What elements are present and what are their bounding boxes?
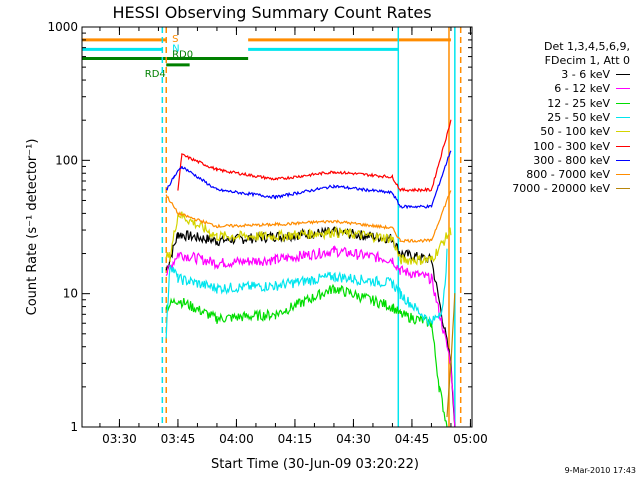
flag-label: S bbox=[172, 34, 178, 45]
series-lines bbox=[165, 119, 456, 428]
y-tick-label: 1000 bbox=[47, 20, 78, 34]
legend-header-line-2: FDecim 1, Att 0 bbox=[544, 54, 630, 67]
legend-label: 300 - 800 keV bbox=[533, 153, 610, 167]
x-tick-label: 05:00 bbox=[453, 432, 488, 446]
legend-label: 3 - 6 keV bbox=[561, 68, 610, 81]
x-tick-label: 03:30 bbox=[102, 432, 137, 446]
x-axis-label: Start Time (30-Jun-09 03:20:22) bbox=[211, 457, 419, 472]
x-tick-label: 03:45 bbox=[161, 432, 196, 446]
vertical-markers bbox=[161, 27, 462, 427]
legend-swatch bbox=[616, 102, 630, 104]
y-tick-label: 1 bbox=[70, 420, 78, 434]
legend-swatch bbox=[616, 88, 630, 90]
legend-label: 7000 - 20000 keV bbox=[512, 182, 610, 196]
x-tick-label: 04:30 bbox=[336, 432, 371, 446]
legend-entry: 300 - 800 keV bbox=[533, 154, 630, 167]
legend-entry: 800 - 7000 keV bbox=[526, 168, 630, 181]
x-tick-label: 04:00 bbox=[219, 432, 254, 446]
legend-swatch bbox=[616, 74, 630, 75]
legend-swatch bbox=[616, 174, 630, 176]
legend-entry: 50 - 100 keV bbox=[540, 125, 630, 138]
y-axis: 1 10 100 1000 bbox=[47, 20, 472, 434]
legend-header-line-1: Det 1,3,4,5,6,9, bbox=[543, 40, 630, 53]
legend-entry: 100 - 300 keV bbox=[533, 140, 630, 153]
y-tick-label: 100 bbox=[55, 153, 78, 167]
legend-entry: 6 - 12 keV bbox=[554, 82, 630, 95]
legend-label: 6 - 12 keV bbox=[554, 82, 610, 96]
series-line bbox=[165, 248, 448, 339]
legend-swatch bbox=[616, 159, 630, 161]
series-line bbox=[165, 211, 452, 266]
legend-swatch bbox=[616, 131, 630, 133]
x-tick-label: 04:45 bbox=[395, 432, 430, 446]
flag-label: RD4 bbox=[145, 69, 166, 80]
legend-label: 100 - 300 keV bbox=[533, 139, 610, 153]
flag-label: RD0 bbox=[172, 50, 193, 61]
legend-label: 50 - 100 keV bbox=[540, 125, 610, 139]
y-tick-label: 10 bbox=[63, 287, 78, 301]
plot-frame bbox=[81, 26, 473, 428]
legend-entry: 12 - 25 keV bbox=[547, 97, 630, 110]
legend-swatch bbox=[616, 116, 630, 118]
x-axis: 03:30 03:45 04:00 04:15 04:30 04:45 05:00 bbox=[99, 27, 488, 446]
legend-label: 25 - 50 keV bbox=[547, 110, 610, 124]
legend-label: 800 - 7000 keV bbox=[526, 168, 610, 182]
y-axis-label: Count Rate (s⁻¹ detector⁻¹) bbox=[25, 139, 40, 316]
legend-entry: 7000 - 20000 keV bbox=[512, 182, 630, 195]
series-line bbox=[165, 283, 448, 428]
chart-title: HESSI Observing Summary Count Rates bbox=[112, 3, 431, 22]
series-line bbox=[446, 293, 456, 418]
series-line bbox=[165, 244, 456, 428]
series-line bbox=[177, 119, 452, 193]
legend-label: 12 - 25 keV bbox=[547, 96, 610, 110]
series-line bbox=[165, 150, 452, 210]
x-tick-label: 04:15 bbox=[278, 432, 313, 446]
legend-entry: 3 - 6 keV bbox=[561, 68, 630, 81]
legend-swatch bbox=[616, 188, 630, 190]
timestamp: 9-Mar-2010 17:43 bbox=[564, 466, 636, 475]
legend-entry: 25 - 50 keV bbox=[547, 111, 630, 124]
series-line bbox=[165, 190, 452, 244]
legend-swatch bbox=[616, 145, 630, 147]
flag-label: N bbox=[172, 43, 179, 54]
